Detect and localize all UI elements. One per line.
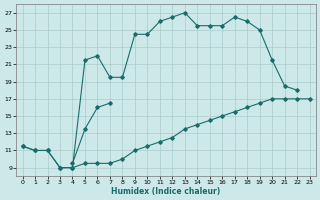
X-axis label: Humidex (Indice chaleur): Humidex (Indice chaleur) <box>111 187 221 196</box>
